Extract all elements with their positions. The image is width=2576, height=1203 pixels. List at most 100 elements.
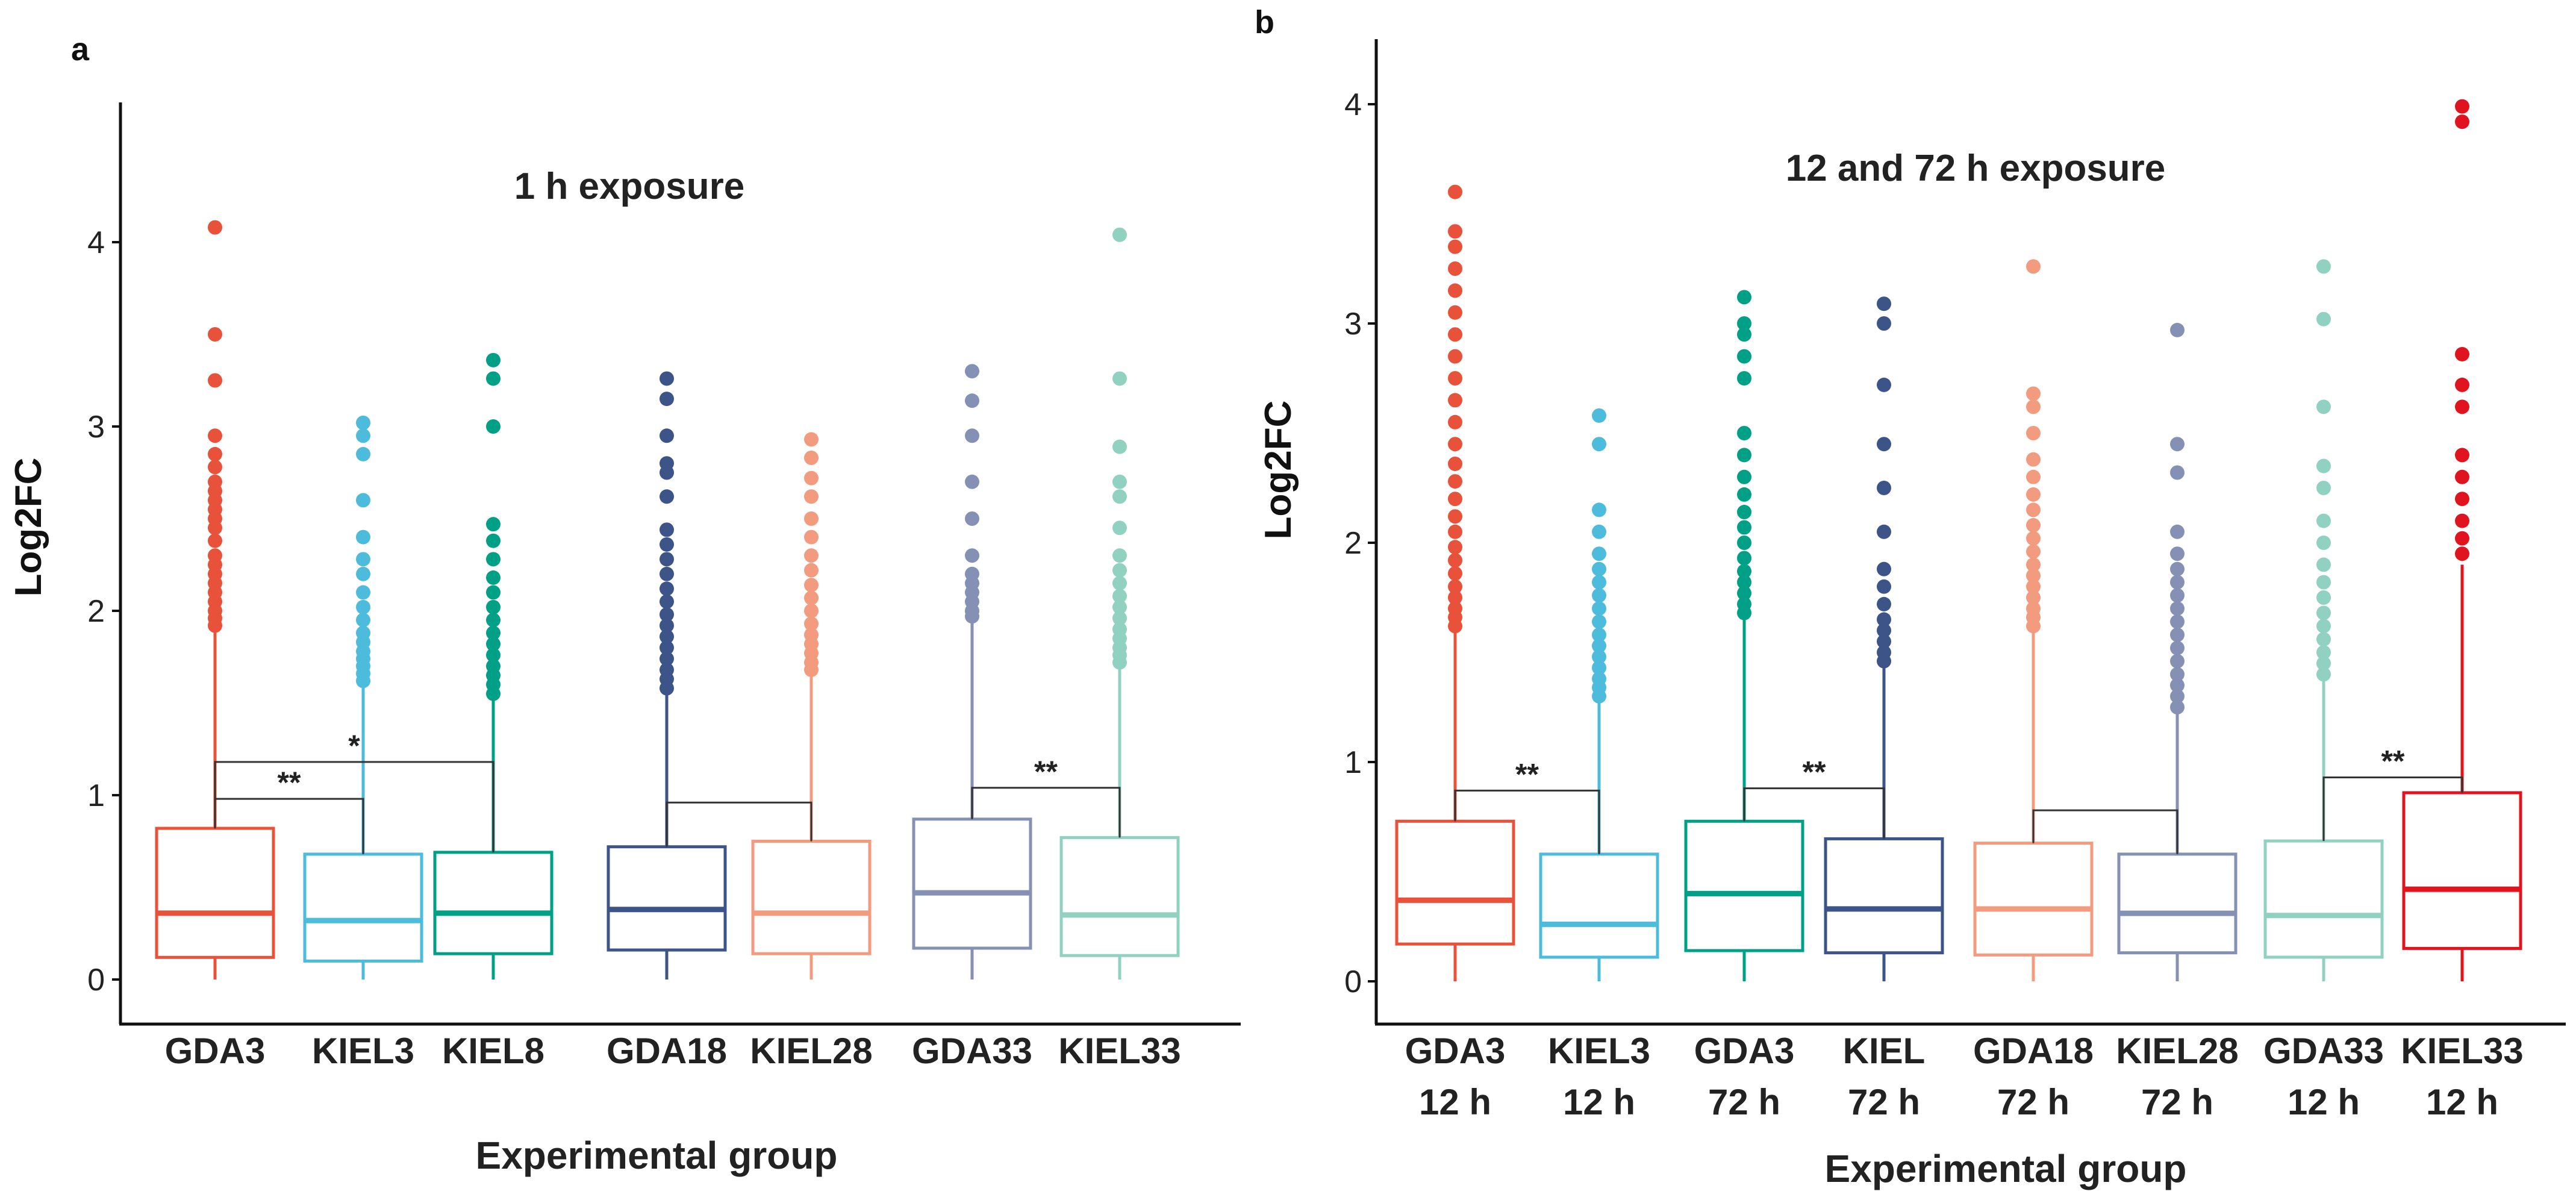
box-iqr bbox=[1395, 819, 1515, 946]
outlier-point bbox=[1112, 611, 1127, 626]
box-group bbox=[1684, 290, 1804, 981]
x-tick-label: 72 h bbox=[1848, 1082, 1920, 1122]
y-tick-label: 4 bbox=[1344, 87, 1362, 122]
outlier-point bbox=[2026, 487, 2041, 502]
outlier-point bbox=[208, 533, 222, 548]
panel-b: b 12 and 72 h exposure Log2FC Experiment… bbox=[1255, 4, 2566, 1190]
outlier-point bbox=[1112, 548, 1127, 563]
x-tick-label: KIEL3 bbox=[312, 1031, 414, 1071]
outlier-point bbox=[965, 364, 979, 379]
outlier-point bbox=[804, 511, 819, 526]
outlier-point bbox=[2170, 561, 2185, 577]
box-iqr bbox=[1059, 836, 1180, 957]
outlier-point bbox=[2026, 568, 2041, 583]
box-iqr bbox=[155, 826, 275, 959]
outlier-point bbox=[2026, 452, 2041, 467]
outlier-point bbox=[486, 552, 501, 567]
outlier-point bbox=[208, 548, 222, 563]
outlier-point bbox=[1112, 622, 1127, 637]
outlier-point bbox=[356, 415, 370, 430]
box-group bbox=[433, 352, 554, 980]
outlier-point bbox=[2026, 502, 2041, 517]
panel-b-y-ticks: 0 1 2 3 4 bbox=[1344, 87, 1376, 999]
outlier-point bbox=[1448, 540, 1462, 555]
outlier-point bbox=[1877, 579, 1891, 594]
outlier-point bbox=[1877, 623, 1891, 638]
box-group bbox=[155, 220, 275, 980]
box-iqr bbox=[912, 817, 1032, 950]
outlier-point bbox=[660, 651, 674, 666]
significance-bracket bbox=[2032, 809, 2178, 854]
x-tick-label: 72 h bbox=[2141, 1082, 2213, 1122]
outlier-point bbox=[2455, 469, 2469, 484]
x-tick-label: 12 h bbox=[1563, 1082, 1635, 1122]
significance-bracket bbox=[214, 761, 494, 852]
outlier-point bbox=[2455, 448, 2469, 463]
outlier-point bbox=[1448, 601, 1462, 616]
outlier-point bbox=[1112, 474, 1127, 489]
outlier-point bbox=[1737, 596, 1751, 611]
outlier-point bbox=[356, 428, 370, 443]
outlier-point bbox=[1877, 377, 1891, 392]
outlier-point bbox=[208, 446, 222, 461]
outlier-point bbox=[356, 585, 370, 600]
outlier-point bbox=[965, 428, 979, 443]
outlier-point bbox=[2170, 627, 2185, 642]
outlier-point bbox=[2316, 619, 2331, 634]
box-iqr bbox=[433, 851, 554, 955]
x-tick-label: 12 h bbox=[2288, 1082, 2360, 1122]
outlier-point bbox=[2170, 465, 2185, 480]
outlier-point bbox=[2026, 579, 2041, 594]
box-iqr bbox=[751, 840, 872, 955]
outlier-point bbox=[2316, 557, 2331, 572]
significance-label: ** bbox=[1034, 755, 1058, 789]
outlier-point bbox=[660, 662, 674, 677]
x-tick-label: KIEL28 bbox=[750, 1031, 872, 1071]
outlier-point bbox=[208, 474, 222, 489]
outlier-point bbox=[1448, 239, 1462, 254]
x-tick-label: GDA3 bbox=[1405, 1031, 1506, 1071]
outlier-point bbox=[660, 581, 674, 596]
panel-a-y-ticks: 0 1 2 3 4 bbox=[87, 225, 120, 998]
outlier-point bbox=[2316, 667, 2331, 682]
outlier-point bbox=[1448, 283, 1462, 298]
x-tick-label: KIEL3 bbox=[1548, 1031, 1650, 1071]
box-group bbox=[2263, 259, 2384, 981]
outlier-point bbox=[2026, 386, 2041, 401]
box-iqr bbox=[1539, 852, 1659, 959]
box-group bbox=[1395, 184, 1515, 981]
outlier-point bbox=[2170, 437, 2185, 452]
outlier-point bbox=[2170, 614, 2185, 630]
box-group bbox=[303, 415, 423, 980]
outlier-point bbox=[1877, 645, 1891, 660]
outlier-point bbox=[1112, 439, 1127, 454]
y-tick-label: 3 bbox=[87, 410, 105, 445]
outlier-point bbox=[2316, 645, 2331, 660]
outlier-point bbox=[2316, 536, 2331, 550]
outlier-point bbox=[2316, 481, 2331, 495]
outlier-point bbox=[2026, 259, 2041, 274]
outlier-point bbox=[356, 613, 370, 628]
panel-a-x-ticks: GDA3 KIEL3 KIEL8 GDA18 KIEL28 GDA33 KIEL33 bbox=[165, 1031, 1181, 1071]
outlier-point bbox=[660, 428, 674, 443]
outlier-point bbox=[660, 522, 674, 537]
outlier-point bbox=[2026, 517, 2041, 533]
outlier-point bbox=[208, 460, 222, 475]
panel-b-title: 12 and 72 h exposure bbox=[1786, 148, 2166, 189]
outlier-point bbox=[804, 616, 819, 631]
outlier-point bbox=[804, 451, 819, 466]
outlier-point bbox=[965, 474, 979, 489]
outlier-point bbox=[1448, 261, 1462, 276]
outlier-point bbox=[1737, 426, 1751, 440]
outlier-point bbox=[660, 392, 674, 407]
outlier-point bbox=[2026, 469, 2041, 484]
outlier-point bbox=[486, 585, 501, 600]
outlier-point bbox=[1877, 437, 1891, 452]
significance-bracket bbox=[971, 787, 1121, 838]
panel-a-label: a bbox=[71, 31, 90, 67]
outlier-point bbox=[1592, 502, 1606, 517]
outlier-point bbox=[1592, 639, 1606, 654]
outlier-point bbox=[356, 552, 370, 567]
outlier-point bbox=[2170, 667, 2185, 682]
outlier-point bbox=[1877, 596, 1891, 611]
